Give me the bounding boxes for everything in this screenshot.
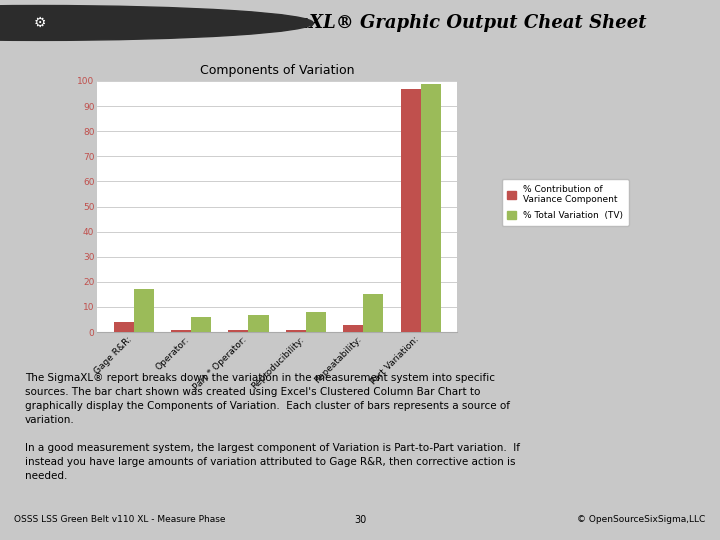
Bar — [286, 329, 306, 332]
Bar — [134, 289, 154, 332]
Bar — [228, 329, 248, 332]
Bar — [171, 329, 191, 332]
Legend: % Contribution of
Variance Component, % Total Variation  (TV): % Contribution of Variance Component, % … — [502, 179, 629, 226]
Bar — [420, 84, 441, 332]
Bar — [191, 317, 211, 332]
Bar — [400, 89, 420, 332]
Text: 30: 30 — [354, 515, 366, 525]
Text: © OpenSourceSixSigma,LLC: © OpenSourceSixSigma,LLC — [577, 515, 706, 524]
Bar — [306, 312, 326, 332]
Text: SigmaXL® Graphic Output Cheat Sheet: SigmaXL® Graphic Output Cheat Sheet — [246, 14, 647, 32]
Bar — [343, 325, 364, 332]
Circle shape — [0, 5, 313, 40]
Text: ⚙: ⚙ — [33, 16, 46, 30]
Bar — [364, 294, 384, 332]
Bar — [248, 314, 269, 332]
Text: In a good measurement system, the largest component of Variation is Part-to-Part: In a good measurement system, the larges… — [24, 443, 520, 481]
Text: The SigmaXL® report breaks down the variation in the measurement system into spe: The SigmaXL® report breaks down the vari… — [24, 373, 510, 426]
Text: OSSS LSS Green Belt v110 XL - Measure Phase: OSSS LSS Green Belt v110 XL - Measure Ph… — [14, 515, 226, 524]
Text: SIX SIGMA: SIX SIGMA — [133, 18, 191, 28]
Text: OPEN SOURCE: OPEN SOURCE — [72, 18, 145, 28]
Title: Components of Variation: Components of Variation — [200, 64, 354, 77]
Bar — [114, 322, 134, 332]
